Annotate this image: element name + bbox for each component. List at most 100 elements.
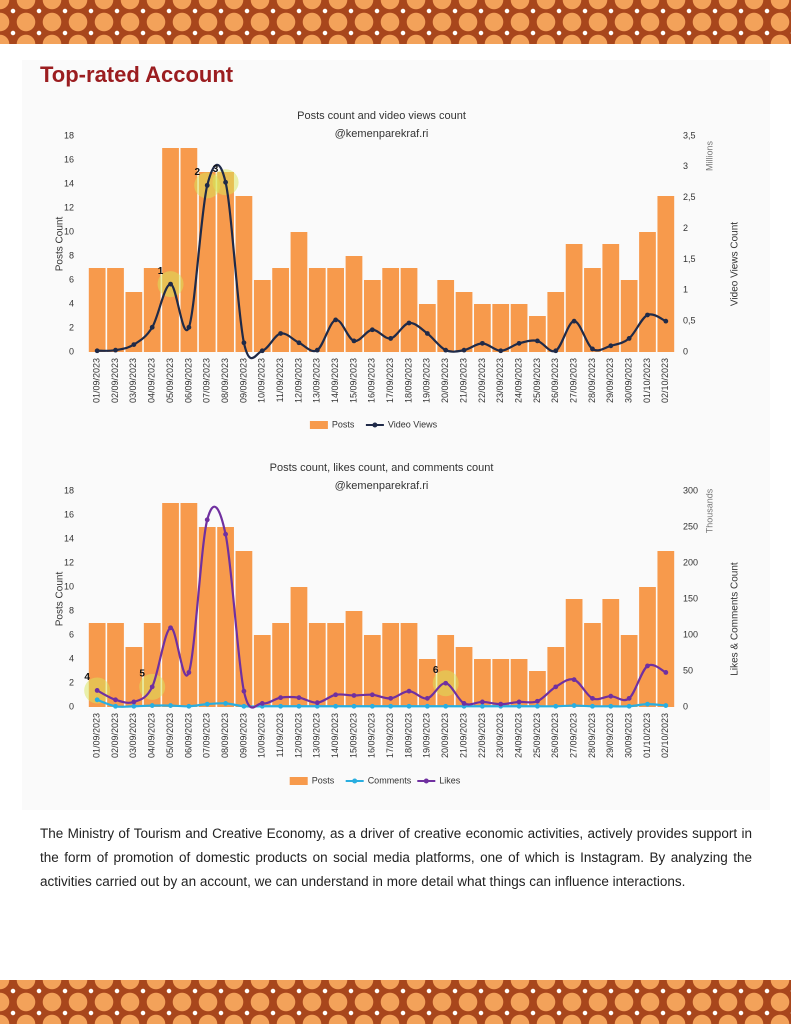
point	[498, 701, 504, 707]
point	[406, 320, 412, 326]
point	[516, 703, 522, 709]
point	[369, 703, 375, 709]
x-tick-label: 01/10/2023	[642, 358, 652, 403]
chart-title: Posts count and video views count	[297, 110, 466, 122]
y-tick-label: 0	[69, 701, 74, 711]
x-tick-label: 25/09/2023	[532, 358, 542, 403]
x-tick-label: 07/09/2023	[202, 358, 212, 403]
x-tick-label: 26/09/2023	[550, 358, 560, 403]
legend-label: Video Views	[388, 419, 438, 429]
bar	[290, 587, 308, 707]
bar	[639, 232, 656, 352]
point	[663, 703, 669, 708]
y-tick-label: 0	[69, 346, 74, 356]
x-tick-label: 24/09/2023	[513, 358, 523, 403]
bar	[217, 172, 234, 352]
point	[241, 340, 247, 346]
y2-tick-label: 1,5	[683, 254, 696, 264]
annotation-label: 2	[194, 167, 200, 178]
bar	[308, 623, 326, 707]
bar	[418, 304, 436, 352]
x-tick-label: 11/09/2023	[275, 358, 285, 402]
bar	[88, 268, 106, 352]
point	[223, 701, 228, 706]
bar	[363, 280, 381, 352]
x-tick-label: 26/09/2023	[550, 713, 560, 758]
x-tick-label: 17/09/2023	[385, 713, 395, 758]
x-tick-label: 12/09/2023	[293, 713, 303, 758]
bar	[327, 268, 345, 352]
bar	[107, 268, 124, 352]
point	[369, 327, 375, 333]
y2-axis-title: Video Views Count	[730, 222, 741, 306]
point	[259, 701, 265, 706]
y-tick-label: 10	[64, 581, 74, 591]
point	[424, 703, 430, 709]
bar	[253, 635, 271, 707]
x-tick-label: 30/09/2023	[624, 713, 634, 758]
x-tick-label: 18/09/2023	[403, 713, 413, 758]
x-tick-label: 20/09/2023	[440, 713, 450, 758]
bar	[253, 280, 271, 352]
x-tick-label: 02/10/2023	[660, 358, 670, 403]
point	[259, 348, 265, 354]
bar	[547, 647, 565, 707]
x-tick-label: 05/09/2023	[165, 713, 175, 758]
x-tick-label: 27/09/2023	[568, 358, 578, 403]
x-tick-label: 05/09/2023	[165, 358, 175, 403]
point	[443, 347, 449, 353]
y-tick-label: 8	[69, 250, 74, 260]
bar	[382, 623, 400, 707]
point	[314, 700, 320, 706]
point	[608, 703, 614, 709]
point	[626, 695, 632, 701]
legend-label: Likes	[439, 775, 461, 785]
point	[204, 517, 210, 523]
x-tick-label: 22/09/2023	[477, 358, 487, 403]
bar	[217, 527, 234, 707]
x-tick-label: 01/09/2023	[92, 713, 102, 758]
x-tick-label: 02/10/2023	[660, 713, 670, 758]
x-tick-label: 16/09/2023	[367, 713, 377, 758]
bar	[657, 551, 675, 707]
y2-tick-label: 0,5	[683, 316, 696, 326]
point	[113, 697, 118, 703]
bar	[510, 304, 528, 352]
y2-tick-label: 50	[683, 665, 693, 675]
bar	[290, 232, 308, 352]
point	[424, 695, 430, 701]
point	[204, 701, 210, 707]
point	[369, 692, 375, 698]
point	[149, 684, 155, 690]
point	[131, 699, 137, 705]
point	[149, 324, 155, 330]
x-tick-label: 20/09/2023	[440, 358, 450, 403]
point	[406, 703, 412, 709]
bar	[657, 196, 675, 352]
legend-label: Posts	[312, 775, 335, 785]
x-tick-label: 01/09/2023	[92, 358, 102, 403]
y2-tick-label: 200	[683, 557, 698, 567]
y-tick-label: 8	[69, 605, 74, 615]
x-tick-label: 29/09/2023	[605, 358, 615, 403]
bar	[474, 659, 491, 707]
point	[516, 699, 522, 705]
x-tick-label: 29/09/2023	[605, 713, 615, 758]
point	[333, 317, 339, 323]
point	[113, 347, 118, 353]
bar	[198, 527, 216, 707]
x-tick-label: 13/09/2023	[312, 358, 322, 403]
y-tick-label: 18	[64, 485, 74, 495]
bar	[565, 244, 583, 352]
x-tick-label: 18/09/2023	[403, 358, 413, 403]
x-tick-label: 04/09/2023	[147, 713, 157, 758]
x-tick-label: 30/09/2023	[624, 358, 634, 403]
bar	[308, 268, 326, 352]
annotation-label: 6	[433, 665, 439, 676]
y2-tick-label: 150	[683, 593, 698, 603]
point	[645, 663, 650, 669]
point	[186, 670, 192, 675]
y2-tick-label: 2,5	[683, 192, 696, 202]
y-tick-label: 2	[69, 322, 74, 332]
